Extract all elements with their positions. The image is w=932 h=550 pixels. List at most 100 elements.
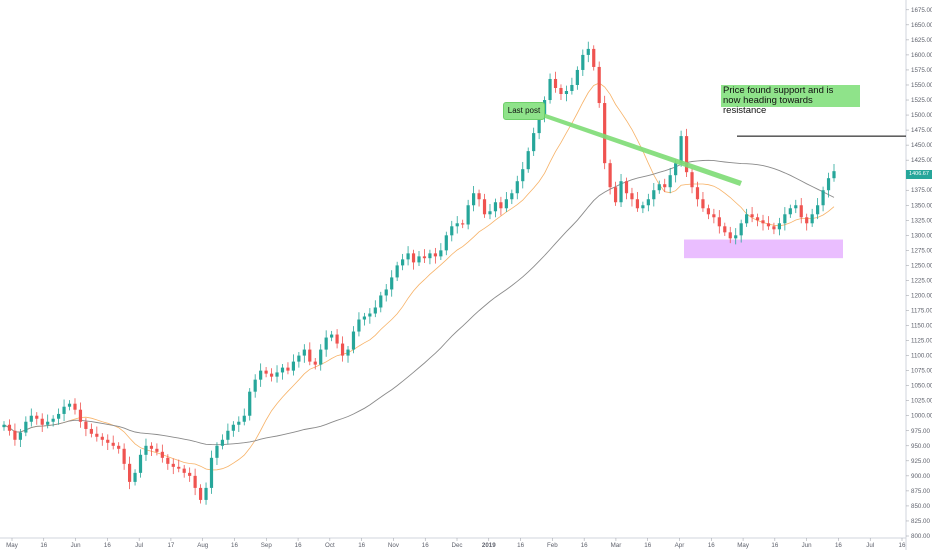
time-tick-label: Oct (325, 542, 335, 549)
price-tick-label: 825.00 (911, 518, 930, 525)
candle-body (597, 66, 601, 104)
support-callout-line2: now heading towards resistance (723, 94, 813, 116)
candle-body (319, 349, 323, 365)
candle-body (816, 205, 820, 215)
price-tick-label: 800.00 (911, 533, 930, 540)
moving-average-layer (3, 82, 835, 471)
time-tick-label: May (737, 542, 750, 549)
candle-body (668, 175, 672, 188)
time-tick-label: 16 (899, 542, 906, 549)
candle-body (193, 475, 197, 488)
candle-body (832, 171, 836, 179)
candle-body (335, 334, 339, 344)
time-tick-label: 16 (358, 542, 365, 549)
candle-body (674, 163, 678, 176)
candle-body (368, 313, 372, 317)
support-callout: Price found support and is now heading t… (721, 85, 860, 115)
price-tick-label: 1300.00 (911, 232, 932, 239)
candle-body (106, 439, 110, 443)
price-tick-label: 900.00 (911, 473, 930, 480)
candle-body (166, 457, 170, 464)
time-axis: May 16 Jun 16 Jul 17 Aug 16 Sep 16 Oct 16 Nov 16 Dec 20… (6, 538, 906, 549)
candle-body (783, 214, 787, 224)
price-tick-label: 1600.00 (911, 52, 932, 59)
candle-body (411, 253, 416, 263)
candle-body (482, 199, 487, 215)
candle-body (826, 178, 831, 191)
candle-body (510, 193, 514, 200)
candle-body (461, 223, 465, 225)
time-tick-label: May (6, 542, 19, 549)
price-tick-label: 1175.00 (911, 307, 932, 314)
candle-body (799, 205, 803, 218)
candle-body (46, 421, 50, 425)
candle-body (504, 199, 508, 209)
time-tick-label: Mar (611, 542, 622, 549)
candle-body (701, 199, 705, 209)
time-tick-label: Aug (197, 542, 209, 549)
candle-body (477, 193, 481, 200)
time-tick-label: 16 (104, 542, 111, 549)
candle-body (127, 463, 132, 482)
candle-body (401, 259, 405, 266)
candle-body (548, 78, 552, 101)
candle-body (18, 432, 22, 440)
candle-body (286, 367, 290, 371)
time-tick-label: 16 (581, 542, 588, 549)
candle-body (379, 295, 383, 308)
price-tick-label: 1275.00 (911, 247, 932, 254)
candle-body (559, 87, 563, 95)
candle-body (231, 424, 235, 431)
candle-body (248, 391, 252, 416)
candle-body (821, 190, 825, 206)
candle-body (373, 307, 377, 314)
candle-body (84, 421, 88, 429)
candle-body (362, 316, 366, 320)
time-tick-label: Dec (451, 542, 462, 549)
time-tick-label: Sep (261, 542, 273, 549)
candle-body (259, 370, 263, 380)
candle-body (242, 415, 246, 422)
candle-body (160, 451, 164, 458)
candle-body (499, 202, 503, 209)
candle-body (570, 84, 574, 91)
price-tick-label: 875.00 (911, 488, 930, 495)
candle-body (291, 361, 296, 371)
candle-body (171, 463, 175, 467)
candle-body (67, 403, 72, 407)
candle-body (450, 226, 454, 236)
candle-body (308, 349, 312, 362)
candle-body (340, 343, 345, 356)
candle-body (204, 487, 208, 500)
time-tick-label: 16 (295, 542, 302, 549)
candle-body (433, 253, 437, 257)
price-tick-label: 1150.00 (911, 323, 932, 330)
candle-body (417, 256, 421, 263)
long-moving-average-line (3, 159, 835, 446)
candle-body (215, 445, 219, 458)
candle-body (117, 445, 121, 449)
time-tick-label: 16 (644, 542, 651, 549)
price-tick-label: 1050.00 (911, 383, 932, 390)
candle-body (13, 430, 17, 440)
candle-body (515, 181, 519, 194)
candle-body (455, 223, 459, 227)
candle-body (537, 115, 541, 134)
candle-body (2, 424, 6, 428)
candle-body (624, 181, 629, 194)
price-tick-label: 1025.00 (911, 398, 932, 405)
candle-body (51, 418, 55, 422)
candle-body (766, 223, 771, 227)
candle-body (750, 214, 754, 218)
candle-body (111, 442, 115, 446)
last-price-badge: 1406.67 (906, 170, 932, 179)
last-post-arrow (540, 112, 742, 186)
price-tick-label: 1450.00 (911, 142, 932, 149)
price-tick-label: 975.00 (911, 428, 930, 435)
candle-body (521, 169, 525, 182)
candle-body (761, 220, 765, 224)
candle-body (772, 226, 776, 230)
candle-body (526, 151, 530, 170)
candle-body (198, 487, 203, 500)
